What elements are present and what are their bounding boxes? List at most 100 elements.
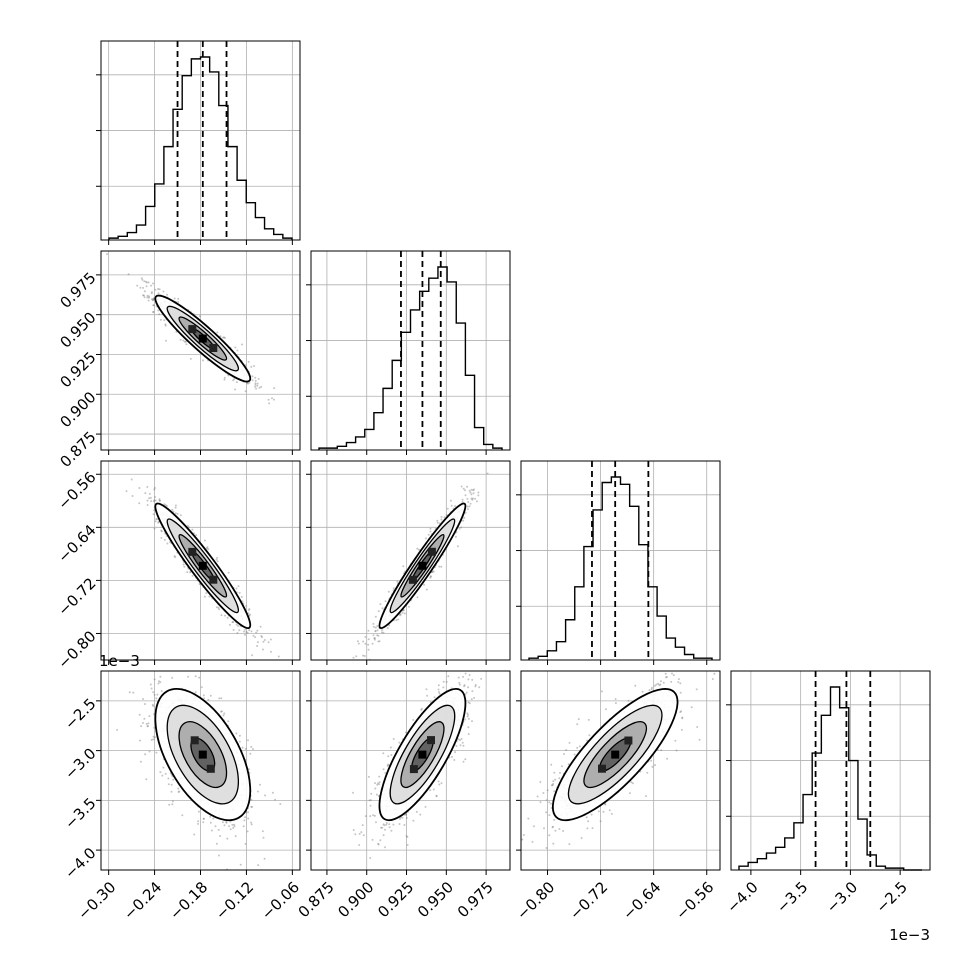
density-peak xyxy=(206,764,215,773)
scatter-point xyxy=(254,385,257,388)
scatter-point xyxy=(189,571,192,574)
scatter-point xyxy=(150,687,153,690)
scatter-point xyxy=(226,616,229,619)
scatter-point xyxy=(153,527,156,530)
scatter-point xyxy=(193,833,196,836)
scatter-point xyxy=(362,640,365,643)
scatter-point xyxy=(175,330,178,333)
scatter-point xyxy=(371,642,374,645)
scatter-point xyxy=(384,600,387,603)
scatter-point xyxy=(364,642,367,645)
scatter-point xyxy=(380,631,383,634)
scatter-point xyxy=(144,753,147,756)
scatter-point xyxy=(250,805,253,808)
scatter-point xyxy=(377,634,380,637)
scatter-point xyxy=(139,286,142,289)
scatter-point xyxy=(173,555,176,558)
scatter-point xyxy=(238,629,241,632)
scatter-point xyxy=(145,722,148,725)
scatter-point xyxy=(253,365,255,367)
scatter-point xyxy=(437,684,440,687)
scatter-point xyxy=(168,803,171,806)
scatter-point xyxy=(241,343,243,346)
scatter-point xyxy=(250,745,253,748)
scatter-point xyxy=(436,519,439,522)
scatter-point xyxy=(466,715,469,718)
scatter-point xyxy=(356,640,359,643)
scatter-point xyxy=(224,336,226,339)
scatter-point xyxy=(472,492,475,495)
scatter-point xyxy=(183,340,186,343)
scatter-point xyxy=(212,817,215,820)
scatter-point xyxy=(387,590,390,593)
scatter-point xyxy=(456,545,459,548)
scatter-point xyxy=(217,606,220,609)
scatter-point xyxy=(209,821,212,824)
scatter-point xyxy=(467,686,470,689)
scatter-point xyxy=(429,527,432,530)
scatter-point xyxy=(263,857,266,860)
scatter-point xyxy=(372,634,375,637)
scatter-point xyxy=(152,297,155,300)
scatter-point xyxy=(374,626,377,629)
scatter-point xyxy=(150,284,153,287)
histogram-step-3 xyxy=(738,686,922,871)
scatter-point xyxy=(222,714,225,717)
scatter-point xyxy=(255,631,258,634)
scatter-point xyxy=(386,627,389,629)
scatter-point xyxy=(219,835,222,837)
scatter-point xyxy=(234,346,237,349)
density-peak xyxy=(418,561,427,570)
histogram-step-0 xyxy=(108,56,293,240)
scatter-point xyxy=(173,297,176,300)
scatter-point xyxy=(142,664,144,666)
panel-frame xyxy=(310,460,511,661)
density-peak xyxy=(188,325,197,334)
scatter-point xyxy=(429,530,432,533)
scatter-point xyxy=(199,667,201,669)
scatter-point xyxy=(374,787,377,790)
scatter-point xyxy=(144,492,147,495)
scatter-point xyxy=(372,622,375,625)
scatter-point xyxy=(367,643,370,646)
scatter-point xyxy=(277,655,280,658)
scatter-point xyxy=(247,609,250,612)
scatter-point xyxy=(154,520,157,523)
density-peak xyxy=(209,575,218,584)
scatter-point xyxy=(367,638,370,641)
scatter-point xyxy=(252,748,254,750)
scatter-point xyxy=(152,282,154,285)
hist-frame-2 xyxy=(520,460,721,661)
scatter-point xyxy=(184,340,187,343)
scatter-point xyxy=(165,505,168,507)
scatter-point xyxy=(454,505,457,508)
scatter-point xyxy=(215,606,218,609)
scatter-point xyxy=(470,493,473,496)
scatter-point xyxy=(381,629,384,632)
scatter-point xyxy=(254,383,257,386)
scatter-point xyxy=(203,595,206,598)
scatter-point xyxy=(247,811,249,814)
scatter-point xyxy=(224,614,226,617)
scatter-point xyxy=(150,298,153,301)
scatter-point xyxy=(164,504,167,507)
scatter-point xyxy=(225,821,228,824)
scatter-point xyxy=(215,842,218,845)
scatter-point xyxy=(236,349,239,352)
scatter-point xyxy=(166,542,169,545)
scatter-point xyxy=(171,803,174,806)
scatter-point xyxy=(247,739,249,742)
scatter-point xyxy=(423,583,426,586)
scatter-point xyxy=(142,294,145,297)
scatter-point xyxy=(174,504,177,507)
scatter-point xyxy=(198,582,201,585)
scatter-point xyxy=(256,382,259,385)
scatter-point xyxy=(152,513,155,516)
scatter-point xyxy=(427,533,430,536)
hist-frame-0 xyxy=(100,40,301,241)
scatter-point xyxy=(210,829,213,832)
scatter-point xyxy=(232,379,235,382)
scatter-point xyxy=(197,822,199,825)
scatter-point xyxy=(146,294,149,297)
